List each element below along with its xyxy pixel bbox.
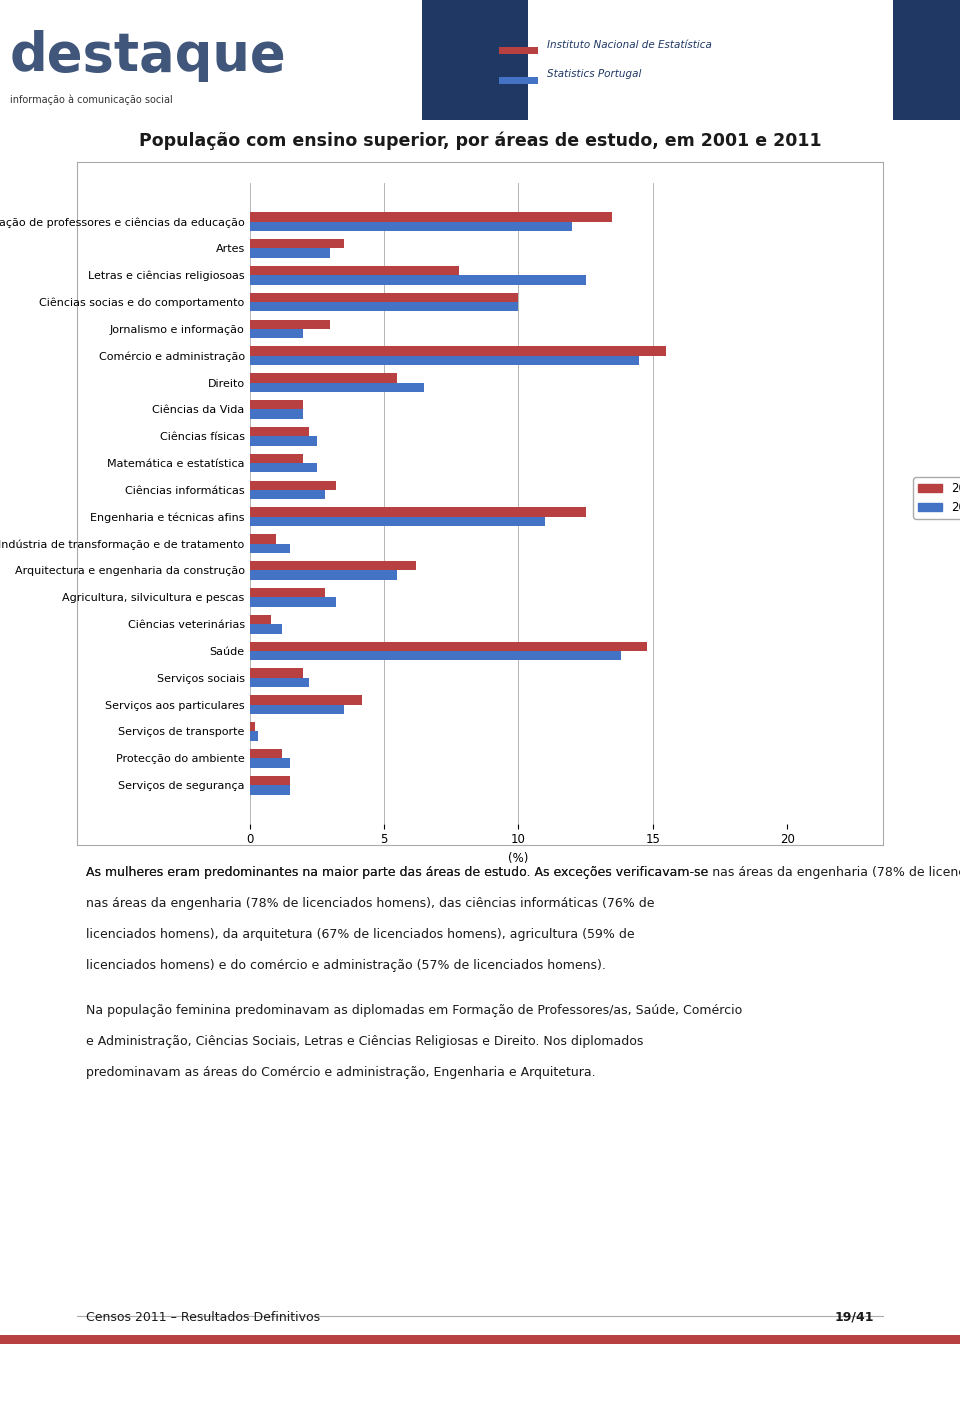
Bar — [250, 560, 417, 570]
Bar — [250, 677, 309, 687]
Bar — [250, 400, 303, 410]
Bar — [250, 248, 330, 258]
Bar — [250, 346, 666, 356]
Text: Censos 2011 – Resultados Definitivos: Censos 2011 – Resultados Definitivos — [86, 1311, 321, 1324]
Bar — [250, 275, 586, 284]
Bar — [250, 570, 397, 580]
Bar — [250, 410, 303, 418]
Bar — [250, 213, 612, 221]
Bar — [250, 303, 518, 311]
Bar — [250, 453, 303, 463]
Bar — [250, 669, 303, 677]
Bar — [250, 543, 290, 553]
X-axis label: (%): (%) — [508, 852, 529, 865]
Bar — [250, 732, 257, 741]
Text: licenciados homens) e do comércio e administração (57% de licenciados homens).: licenciados homens) e do comércio e admi… — [86, 959, 607, 972]
Bar — [250, 534, 276, 543]
Text: Statistics Portugal: Statistics Portugal — [547, 69, 641, 79]
Text: 19/41: 19/41 — [834, 1311, 874, 1324]
Bar — [250, 427, 309, 436]
Text: Na população feminina predominavam as diplomadas em Formação de Professores/as, : Na população feminina predominavam as di… — [86, 1004, 743, 1017]
Bar — [250, 597, 336, 607]
Bar — [250, 786, 290, 794]
Text: www.ine.pt: www.ine.pt — [115, 1369, 212, 1383]
Bar — [250, 507, 586, 517]
Bar — [250, 320, 330, 329]
Bar — [250, 704, 344, 714]
Bar — [250, 589, 324, 597]
Text: As mulheres eram predominantes na maior parte das áreas de estudo. As exceções v: As mulheres eram predominantes na maior … — [86, 866, 960, 879]
Bar — [250, 221, 572, 231]
Bar — [250, 266, 459, 275]
Bar — [499, 76, 538, 83]
Bar — [893, 0, 960, 120]
Text: licenciados homens), da arquitetura (67% de licenciados homens), agricultura (59: licenciados homens), da arquitetura (67%… — [86, 928, 635, 941]
Bar — [250, 642, 647, 650]
Bar — [250, 650, 620, 660]
Bar — [250, 776, 290, 786]
Bar — [250, 759, 290, 767]
Text: destaque: destaque — [10, 30, 286, 82]
Text: As mulheres eram predominantes na maior parte das áreas de estudo. As exceções v: As mulheres eram predominantes na maior … — [86, 866, 708, 879]
Bar — [250, 463, 317, 473]
Text: Serviço de Comunicação e Imagem - Tel: +351 21.842.61.00 - sci@ine.pt: Serviço de Comunicação e Imagem - Tel: +… — [230, 1370, 662, 1383]
Text: predominavam as áreas do Comércio e administração, Engenharia e Arquitetura.: predominavam as áreas do Comércio e admi… — [86, 1066, 596, 1079]
Bar — [250, 696, 363, 704]
Text: População com ensino superior, por áreas de estudo, em 2001 e 2011: População com ensino superior, por áreas… — [138, 131, 822, 151]
Bar — [250, 239, 344, 248]
Text: nas áreas da engenharia (78% de licenciados homens), das ciências informáticas (: nas áreas da engenharia (78% de licencia… — [86, 897, 655, 910]
Bar — [499, 46, 538, 54]
Bar — [250, 749, 282, 759]
Text: Instituto Nacional de Estatística: Instituto Nacional de Estatística — [547, 41, 712, 51]
Text: informação à comunicação social: informação à comunicação social — [10, 94, 173, 106]
Bar — [250, 329, 303, 338]
Bar — [250, 615, 271, 624]
Legend: 2011, 2001: 2011, 2001 — [913, 477, 960, 518]
Bar — [250, 436, 317, 446]
Bar — [250, 293, 518, 303]
Bar — [250, 373, 397, 383]
Bar — [250, 490, 324, 500]
Bar — [211, 1346, 213, 1397]
Bar — [0, 1335, 960, 1343]
Bar — [250, 480, 336, 490]
Bar — [250, 356, 639, 365]
Bar — [250, 383, 424, 391]
Bar — [250, 517, 545, 527]
Bar — [250, 624, 282, 634]
Bar — [250, 722, 255, 732]
Bar — [422, 0, 528, 120]
Text: e Administração, Ciências Sociais, Letras e Ciências Religiosas e Direito. Nos d: e Administração, Ciências Sociais, Letra… — [86, 1035, 644, 1048]
